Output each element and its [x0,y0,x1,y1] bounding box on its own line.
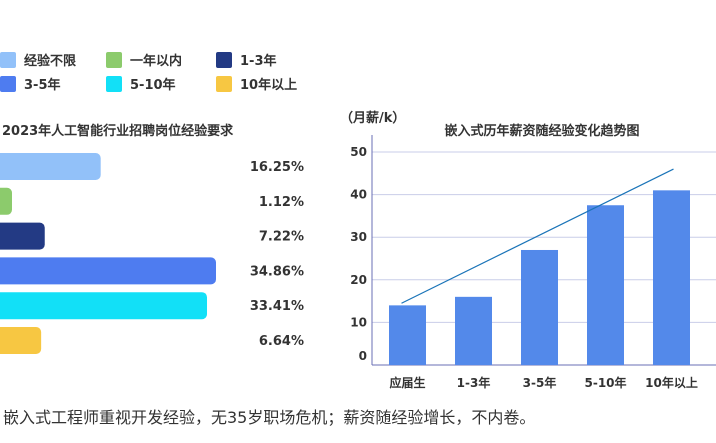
experience-bar [0,257,216,285]
experience-value-label: 6.64% [259,334,304,349]
experience-bar [0,292,208,320]
y-tick-label: 0 [359,349,367,363]
experience-value-label: 33.41% [250,299,304,314]
legend-swatch [0,51,16,68]
y-tick-label: 40 [350,188,367,202]
legend-swatch [216,75,232,92]
legend: 经验不限 一年以内 1-3年 3-5年 5-10年 10年以上 [0,44,330,94]
left-chart-title: 2023年人工智能行业招聘岗位经验要求 [2,124,234,139]
y-tick-label: 20 [350,273,367,287]
y-tick-label: 30 [350,230,367,244]
experience-bar [0,222,45,250]
legend-item: 经验不限 [0,50,76,69]
right-chart-title: 嵌入式历年薪资随经验变化趋势图 [444,124,640,139]
salary-bar [587,205,624,365]
legend-item: 5-10年 [106,74,176,93]
legend-item: 3-5年 [0,74,61,93]
y-tick-label: 50 [350,145,367,159]
salary-bar [455,296,492,365]
caption: 嵌入式工程师重视开发经验，无35岁职场危机；薪资随经验增长，不内卷。 [3,408,536,427]
legend-item: 10年以上 [216,74,297,93]
experience-bar [0,327,42,354]
x-tick-label: 1-3年 [457,375,491,390]
y-axis-unit-label: （月薪/k） [340,111,406,126]
legend-label: 1-3年 [240,54,277,69]
legend-swatch [216,51,232,68]
salary-bar [653,190,690,365]
x-tick-label: 5-10年 [584,375,626,390]
legend-swatch [106,51,122,68]
experience-value-label: 1.12% [259,195,304,210]
legend-label: 一年以内 [130,54,183,69]
legend-swatch [0,75,16,92]
legend-item: 1-3年 [216,50,277,69]
experience-value-label: 16.25% [250,160,304,175]
experience-bar [0,187,12,215]
x-tick-label: 10年以上 [645,375,698,390]
experience-value-label: 34.86% [250,264,304,279]
experience-value-label: 7.22% [259,230,304,245]
legend-item: 一年以内 [106,50,182,69]
trend-line [401,168,674,304]
legend-label: 5-10年 [130,78,176,93]
x-tick-label: 3-5年 [523,375,557,390]
salary-bar [521,249,558,365]
legend-label: 经验不限 [24,54,77,69]
x-tick-label: 应届生 [389,375,425,390]
legend-label: 10年以上 [240,78,298,93]
legend-label: 3-5年 [24,78,61,93]
salary-bar [389,305,426,365]
y-tick-label: 10 [350,315,367,329]
legend-swatch [106,75,122,92]
experience-bar [0,153,101,180]
